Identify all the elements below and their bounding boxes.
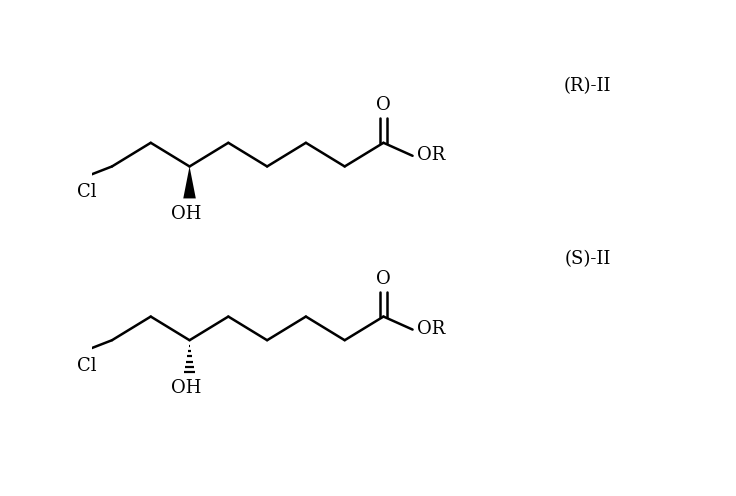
- Text: (R)-II: (R)-II: [564, 77, 611, 95]
- Polygon shape: [183, 167, 196, 198]
- Text: OR: OR: [417, 320, 445, 338]
- Text: OH: OH: [171, 205, 202, 223]
- Text: Cl: Cl: [77, 357, 97, 375]
- Text: O: O: [376, 270, 391, 288]
- Text: OH: OH: [171, 379, 202, 397]
- Text: OR: OR: [417, 146, 445, 164]
- Text: O: O: [376, 96, 391, 114]
- Text: Cl: Cl: [77, 183, 97, 201]
- Text: (S)-II: (S)-II: [565, 250, 611, 268]
